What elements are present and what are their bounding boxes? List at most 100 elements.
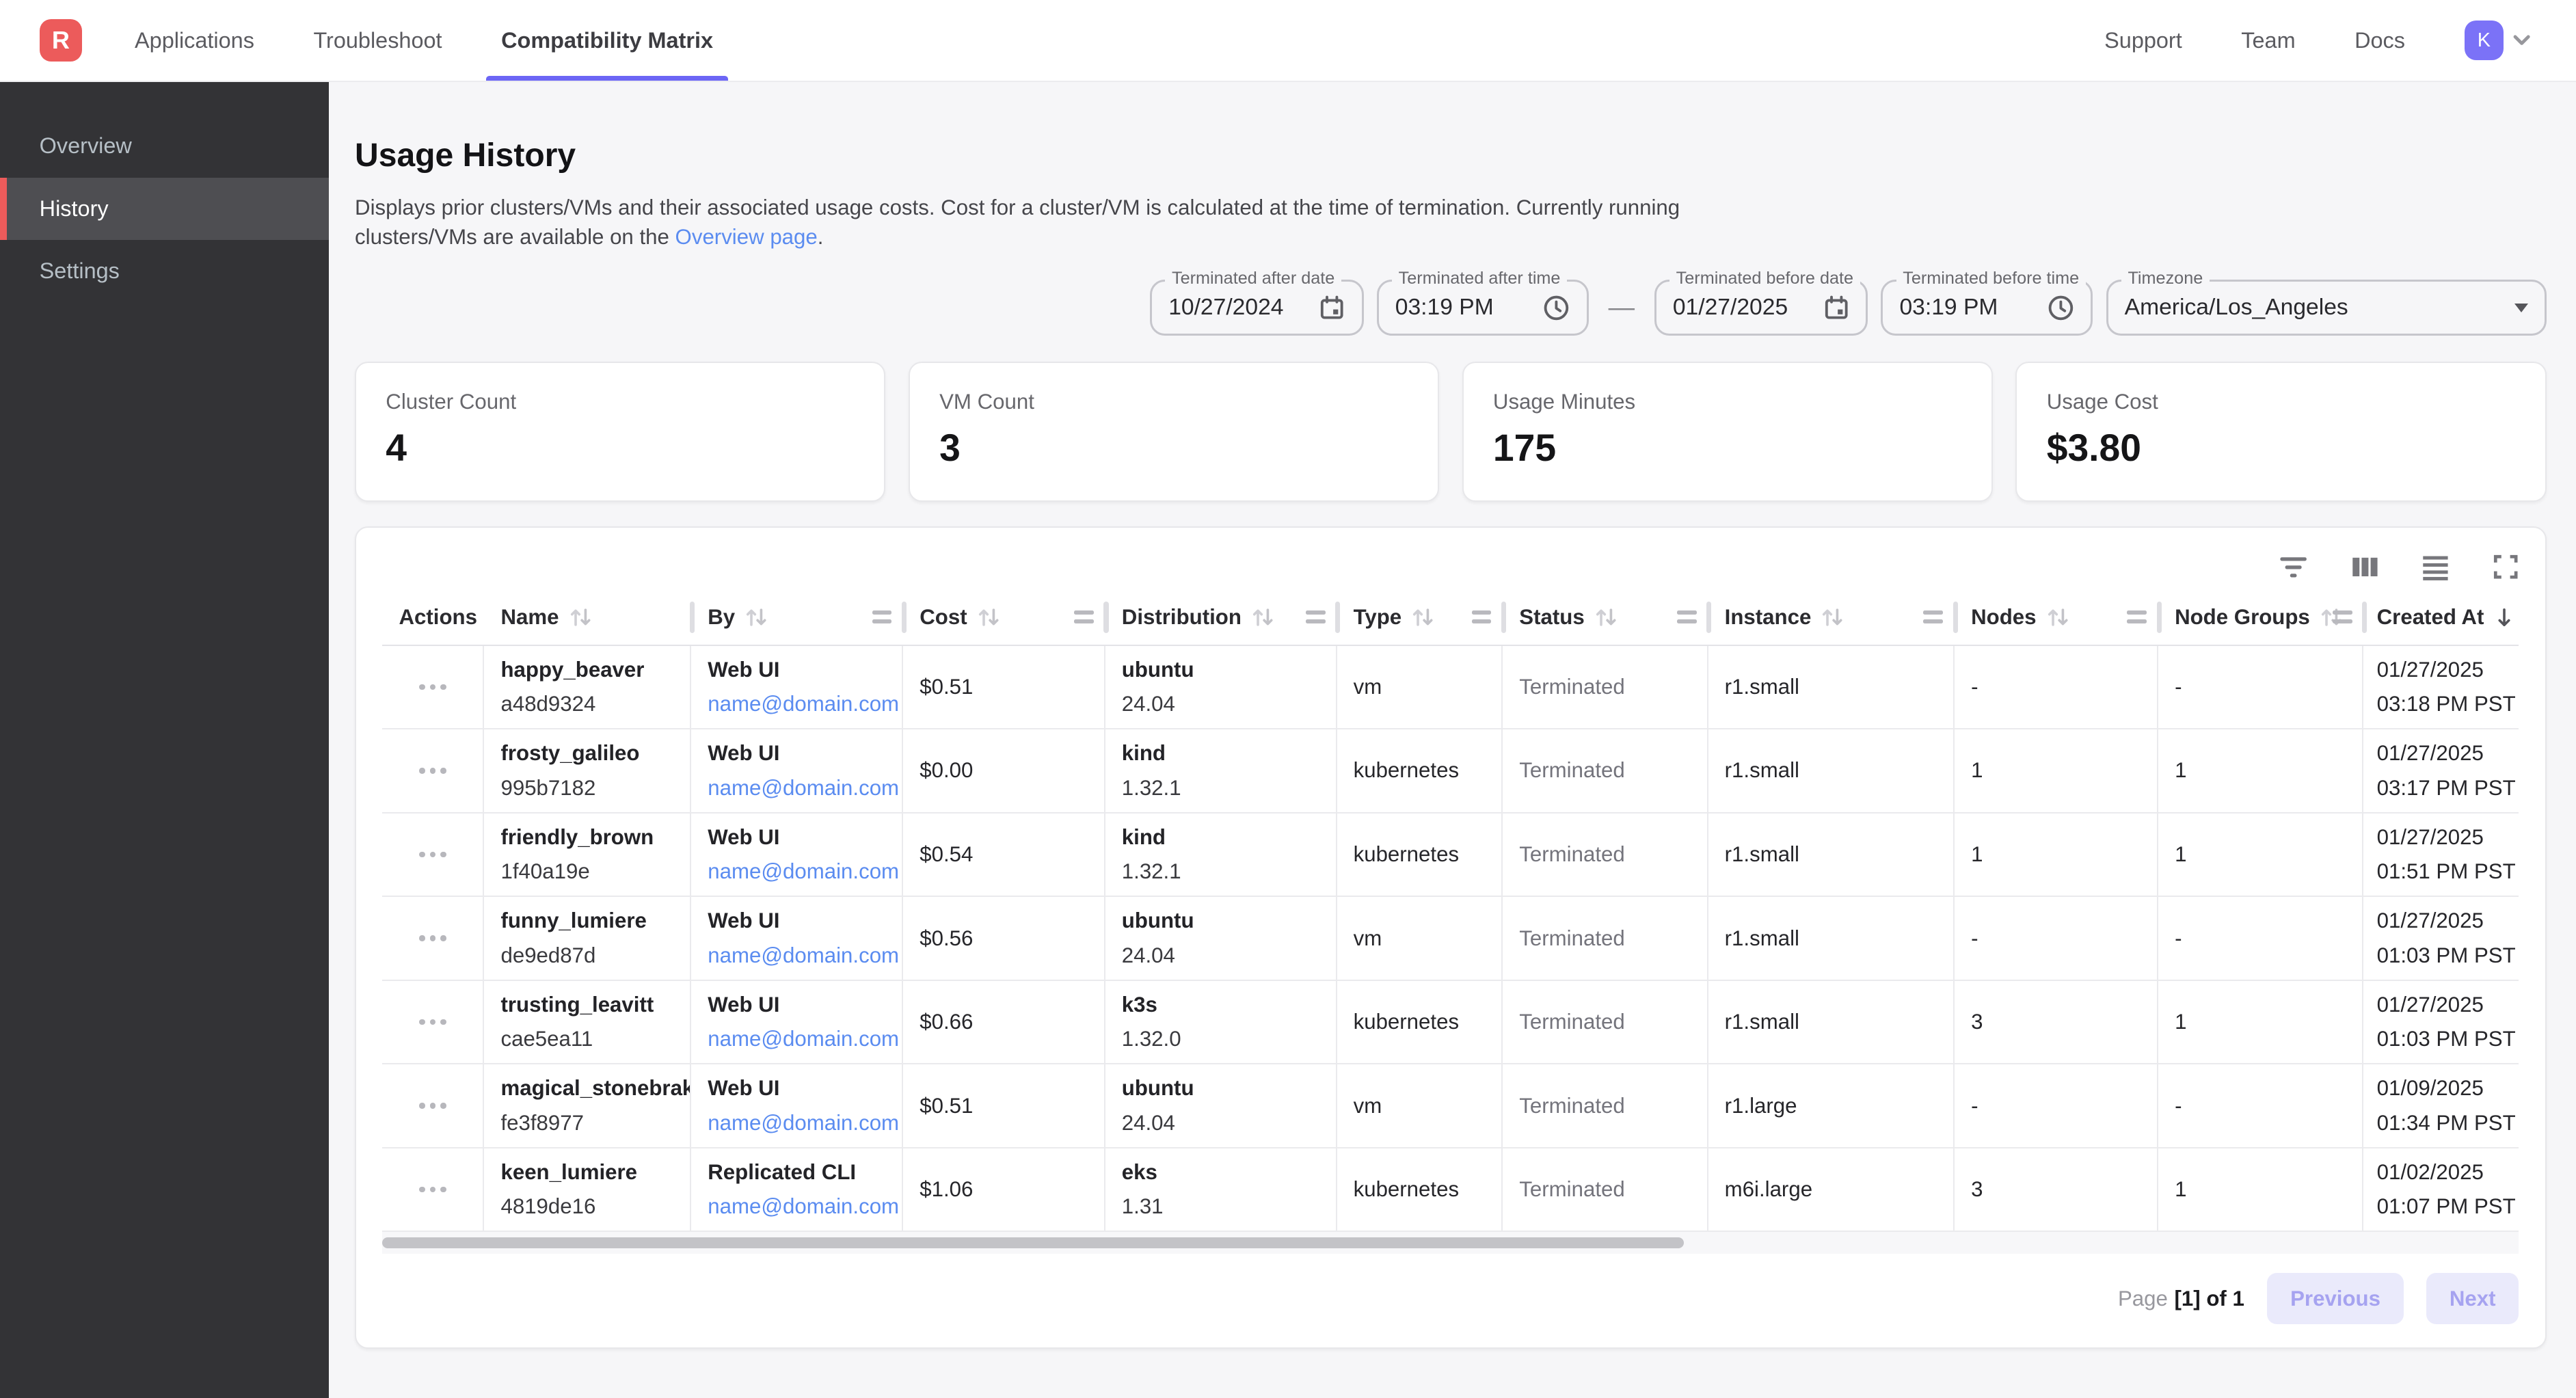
row-actions-ellipsis-icon[interactable] xyxy=(413,845,453,864)
created-by-email-link[interactable]: name@domain.com xyxy=(708,1027,902,1051)
created-date: 01/27/2025 xyxy=(2377,658,2519,682)
status-badge: Terminated xyxy=(1519,1094,1706,1118)
sidebar-item-settings[interactable]: Settings xyxy=(0,240,329,302)
avatar[interactable]: K xyxy=(2465,21,2504,60)
overview-page-link[interactable]: Overview page xyxy=(675,225,818,249)
terminated-before-date-input[interactable] xyxy=(1673,295,1814,321)
previous-page-button[interactable]: Previous xyxy=(2267,1273,2403,1323)
row-actions-ellipsis-icon[interactable] xyxy=(413,1180,453,1199)
column-menu-icon[interactable] xyxy=(2333,610,2352,623)
row-actions-ellipsis-icon[interactable] xyxy=(413,762,453,781)
created-by-email-link[interactable]: name@domain.com xyxy=(708,776,902,801)
terminated-after-time-field[interactable]: Terminated after time xyxy=(1377,280,1589,336)
sort-unsorted-icon[interactable] xyxy=(1819,605,1845,630)
column-menu-icon[interactable] xyxy=(1472,610,1492,623)
dropdown-triangle-icon[interactable] xyxy=(2514,304,2528,312)
account-menu[interactable]: K xyxy=(2465,21,2537,60)
nav-item-docs[interactable]: Docs xyxy=(2354,0,2405,81)
sort-unsorted-icon[interactable] xyxy=(1410,605,1436,630)
terminated-before-date-field[interactable]: Terminated before date xyxy=(1654,280,1868,336)
sidebar-item-overview[interactable]: Overview xyxy=(0,115,329,177)
column-header[interactable]: Nodes xyxy=(1955,590,2158,645)
created-by-email-link[interactable]: name@domain.com xyxy=(708,1111,902,1135)
cost-value: $0.51 xyxy=(920,1094,1104,1118)
created-by-email-link[interactable]: name@domain.com xyxy=(708,692,902,716)
usage-table-card: Actions Name By Cost Distribution Type xyxy=(355,526,2547,1349)
column-menu-icon[interactable] xyxy=(1306,610,1326,623)
cell-cost: $0.00 xyxy=(903,729,1105,812)
distribution-version: 1.32.0 xyxy=(1122,1027,1336,1051)
sort-unsorted-icon[interactable] xyxy=(1593,605,1619,630)
terminated-before-time-field[interactable]: Terminated before time xyxy=(1881,280,2093,336)
stat-card-vm-count: VM Count 3 xyxy=(909,362,1439,501)
columns-icon[interactable] xyxy=(2351,553,2379,581)
column-header[interactable]: Status xyxy=(1503,590,1708,645)
nodes-count: - xyxy=(1971,675,2157,699)
sort-unsorted-icon[interactable] xyxy=(743,605,769,630)
timezone-select[interactable]: Timezone America/Los_Angeles xyxy=(2106,280,2547,336)
type-value: vm xyxy=(1354,926,1502,951)
terminated-after-time-input[interactable] xyxy=(1395,295,1533,321)
row-actions-ellipsis-icon[interactable] xyxy=(413,1012,453,1032)
cell-status: Terminated xyxy=(1503,814,1708,896)
cluster-id: a48d9324 xyxy=(500,692,690,716)
fullscreen-icon[interactable] xyxy=(2493,554,2519,580)
cluster-name: funny_lumiere xyxy=(500,909,690,933)
nav-item-compatibility-matrix[interactable]: Compatibility Matrix xyxy=(501,0,713,81)
replicated-logo[interactable]: R xyxy=(40,19,82,62)
cell-actions xyxy=(382,981,484,1064)
chevron-down-icon[interactable] xyxy=(2507,25,2536,55)
column-header[interactable]: Type xyxy=(1337,590,1503,645)
nav-item-applications[interactable]: Applications xyxy=(135,0,254,81)
column-header[interactable]: Actions xyxy=(382,590,484,645)
created-time: 01:51 PM PST xyxy=(2377,859,2519,884)
cell-created-at: 01/27/2025 03:17 PM PST xyxy=(2363,729,2519,812)
column-menu-icon[interactable] xyxy=(1923,610,1943,623)
nav-item-support[interactable]: Support xyxy=(2104,0,2182,81)
cell-node-groups: - xyxy=(2158,1064,2363,1147)
filter-icon[interactable] xyxy=(2279,552,2308,582)
terminated-after-date-field[interactable]: Terminated after date xyxy=(1150,280,1363,336)
column-header[interactable]: Instance xyxy=(1708,590,1955,645)
created-by-email-link[interactable]: name@domain.com xyxy=(708,859,902,884)
sidebar-item-history[interactable]: History xyxy=(0,178,329,240)
table-row: keen_lumiere 4819de16 Replicated CLI nam… xyxy=(382,1148,2519,1233)
nav-item-troubleshoot[interactable]: Troubleshoot xyxy=(313,0,442,81)
terminated-after-date-input[interactable] xyxy=(1168,295,1309,321)
sort-unsorted-icon[interactable] xyxy=(1250,605,1276,630)
column-header[interactable]: Node Groups xyxy=(2158,590,2363,645)
sort-unsorted-icon[interactable] xyxy=(2045,605,2071,630)
column-header-label: Distribution xyxy=(1122,605,1242,630)
terminated-before-time-input[interactable] xyxy=(1899,295,2037,321)
created-by-email-link[interactable]: name@domain.com xyxy=(708,1194,902,1219)
row-actions-ellipsis-icon[interactable] xyxy=(413,929,453,948)
nav-item-team[interactable]: Team xyxy=(2241,0,2295,81)
clock-icon[interactable] xyxy=(1542,294,1570,322)
sort-unsorted-icon[interactable] xyxy=(567,605,593,630)
table-row: trusting_leavitt cae5ea11 Web UI name@do… xyxy=(382,981,2519,1065)
created-by-email-link[interactable]: name@domain.com xyxy=(708,943,902,968)
density-icon[interactable] xyxy=(2421,553,2450,581)
cell-cost: $1.06 xyxy=(903,1148,1105,1231)
column-menu-icon[interactable] xyxy=(1074,610,1094,623)
column-menu-icon[interactable] xyxy=(2127,610,2147,623)
column-header[interactable]: Cost xyxy=(903,590,1105,645)
column-header[interactable]: Distribution xyxy=(1105,590,1337,645)
clock-icon[interactable] xyxy=(2047,294,2075,322)
instance-type: r1.small xyxy=(1725,842,1953,867)
cell-distribution: eks 1.31 xyxy=(1105,1148,1337,1231)
next-page-button[interactable]: Next xyxy=(2426,1273,2519,1323)
sort-unsorted-icon[interactable] xyxy=(976,605,1002,630)
column-menu-icon[interactable] xyxy=(872,610,892,623)
cell-distribution: k3s 1.32.0 xyxy=(1105,981,1337,1064)
row-actions-ellipsis-icon[interactable] xyxy=(413,1097,453,1116)
column-header[interactable]: Created At xyxy=(2363,590,2519,645)
column-header[interactable]: By xyxy=(691,590,903,645)
column-header[interactable]: Name xyxy=(484,590,691,645)
calendar-icon[interactable] xyxy=(1823,295,1849,321)
horizontal-scrollbar-thumb[interactable] xyxy=(382,1237,1683,1249)
row-actions-ellipsis-icon[interactable] xyxy=(413,677,453,697)
calendar-icon[interactable] xyxy=(1319,295,1345,321)
column-menu-icon[interactable] xyxy=(1677,610,1697,623)
sort-desc-icon[interactable] xyxy=(2492,605,2517,630)
